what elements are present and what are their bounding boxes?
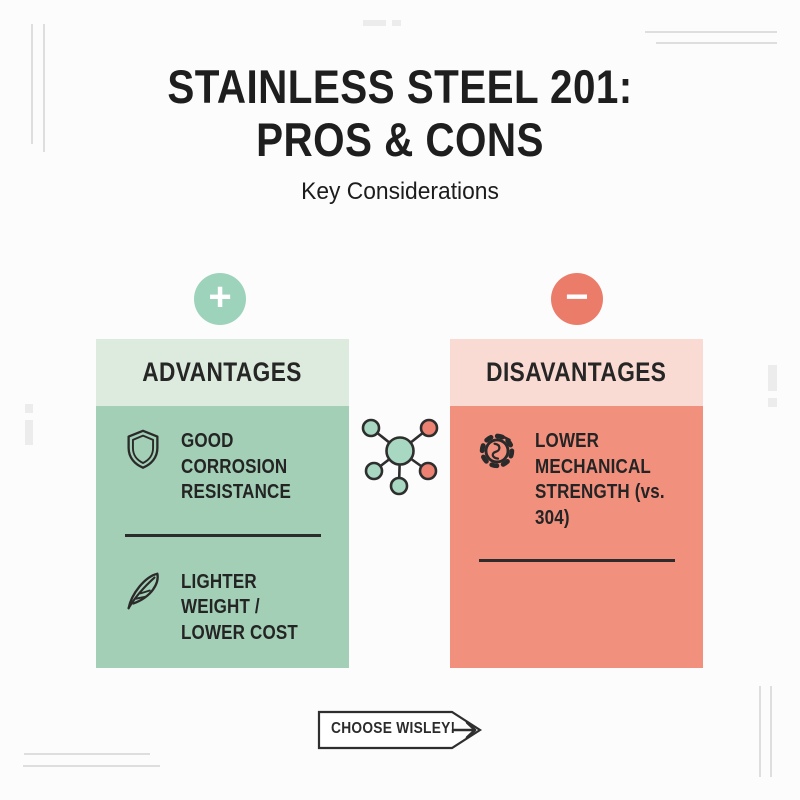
- divider: [478, 559, 675, 563]
- decor-bottomleft-line-1: [24, 753, 150, 755]
- plus-glyph: +: [208, 275, 232, 319]
- list-item-label: LIGHTER WEIGHT / LOWER COST: [181, 570, 298, 644]
- list-item-label: GOOD CORROSION RESISTANCE: [181, 430, 292, 504]
- decor-right-exclamation-dot: [768, 398, 777, 407]
- list-item: GOOD CORROSION RESISTANCE: [96, 426, 349, 506]
- advantages-body: GOOD CORROSION RESISTANCE LIGHTER WEIGHT…: [96, 406, 349, 668]
- decor-bottomright-line-1: [759, 686, 761, 777]
- decor-topright-line-1: [645, 31, 777, 33]
- page-title-line1: STAINLESS STEEL 201:: [167, 60, 633, 113]
- minus-circle-icon: −: [551, 273, 603, 325]
- disadvantages-panel: DISAVANTAGES LOWER MECHANICAL STRENGTH (…: [450, 339, 703, 668]
- decor-left-i-bar: [25, 420, 33, 445]
- decor-bottomright-line-2: [770, 686, 772, 777]
- minus-glyph: −: [565, 275, 589, 319]
- molecule-icon: [361, 418, 439, 496]
- page-title: STAINLESS STEEL 201: PROS & CONS: [56, 60, 744, 166]
- decor-topleft-line-1: [31, 24, 33, 144]
- page-title-line2: PROS & CONS: [256, 113, 544, 167]
- divider: [124, 533, 321, 537]
- decor-top-dash-1: [363, 20, 386, 26]
- decor-top-dash-2: [392, 20, 401, 26]
- shield-icon: [120, 426, 166, 472]
- decor-topleft-line-2: [43, 24, 45, 152]
- decor-bottomleft-line-2: [23, 765, 160, 767]
- disadvantages-header-label: DISAVANTAGES: [486, 357, 667, 387]
- advantages-panel: ADVANTAGES GOOD CORROSION RESISTANCE LIG…: [96, 339, 349, 668]
- disadvantages-header: DISAVANTAGES: [450, 339, 703, 406]
- list-item: LIGHTER WEIGHT / LOWER COST: [96, 567, 349, 647]
- cracked-gear-icon: [474, 426, 520, 472]
- page-subtitle: Key Considerations: [301, 178, 499, 206]
- feather-icon: [120, 567, 166, 613]
- cta-label: CHOOSE WISLEY!: [331, 720, 456, 737]
- cta-banner: CHOOSE WISLEY!: [314, 708, 500, 752]
- decor-left-i-dot: [25, 404, 33, 413]
- advantages-header: ADVANTAGES: [96, 339, 349, 406]
- arrow-right-icon: [451, 721, 477, 739]
- advantages-header-label: ADVANTAGES: [142, 357, 303, 387]
- decor-right-exclamation-bar: [768, 365, 777, 391]
- list-item-label: LOWER MECHANICAL STRENGTH (vs. 304): [535, 430, 665, 529]
- disadvantages-body: LOWER MECHANICAL STRENGTH (vs. 304): [450, 406, 703, 668]
- header: STAINLESS STEEL 201: PROS & CONS Key Con…: [0, 60, 800, 206]
- list-item: LOWER MECHANICAL STRENGTH (vs. 304): [450, 426, 703, 531]
- plus-circle-icon: +: [194, 273, 246, 325]
- decor-topright-line-2: [656, 42, 777, 44]
